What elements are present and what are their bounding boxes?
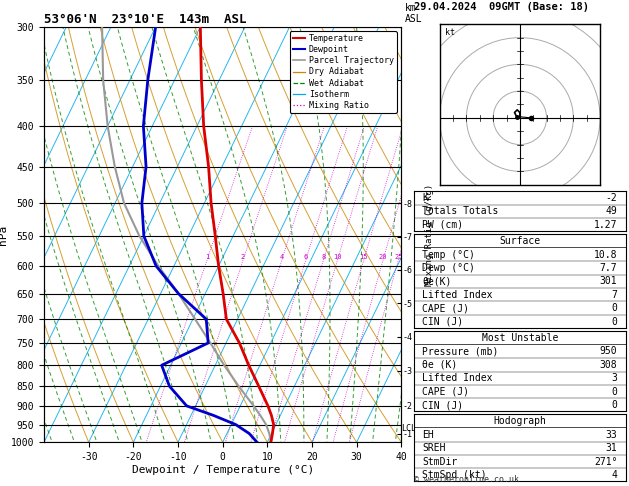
Text: 4: 4 [280, 254, 284, 260]
Text: Mixing Ratio (g/kg): Mixing Ratio (g/kg) [425, 183, 434, 286]
Text: 0: 0 [611, 303, 618, 313]
Y-axis label: hPa: hPa [0, 225, 8, 244]
X-axis label: Dewpoint / Temperature (°C): Dewpoint / Temperature (°C) [131, 465, 314, 475]
Text: θe(K): θe(K) [422, 277, 452, 286]
Legend: Temperature, Dewpoint, Parcel Trajectory, Dry Adiabat, Wet Adiabat, Isotherm, Mi: Temperature, Dewpoint, Parcel Trajectory… [289, 31, 397, 113]
Text: 20: 20 [379, 254, 387, 260]
Text: 1: 1 [205, 254, 209, 260]
Text: 33: 33 [606, 430, 618, 440]
Text: StmSpd (kt): StmSpd (kt) [422, 470, 487, 480]
Text: 10: 10 [333, 254, 342, 260]
Text: 49: 49 [606, 207, 618, 216]
Text: 8: 8 [321, 254, 326, 260]
Text: Most Unstable: Most Unstable [482, 333, 558, 343]
Text: 25: 25 [394, 254, 403, 260]
Text: -2: -2 [606, 193, 618, 203]
Text: K: K [422, 193, 428, 203]
Text: Hodograph: Hodograph [493, 417, 547, 426]
Text: 7.7: 7.7 [599, 263, 618, 273]
Text: © weatheronline.co.uk: © weatheronline.co.uk [414, 474, 519, 484]
Text: CIN (J): CIN (J) [422, 400, 464, 410]
Text: Lifted Index: Lifted Index [422, 290, 493, 300]
Text: 53°06'N  23°10'E  143m  ASL: 53°06'N 23°10'E 143m ASL [44, 13, 247, 26]
Text: CAPE (J): CAPE (J) [422, 303, 469, 313]
Text: 0: 0 [611, 387, 618, 397]
Text: 2: 2 [241, 254, 245, 260]
Text: 0: 0 [611, 316, 618, 327]
Text: 7: 7 [611, 290, 618, 300]
Text: 31: 31 [606, 443, 618, 453]
Text: LCL: LCL [401, 424, 416, 433]
Text: 4: 4 [611, 470, 618, 480]
Text: 3: 3 [611, 373, 618, 383]
Text: StmDir: StmDir [422, 457, 458, 467]
Text: CIN (J): CIN (J) [422, 316, 464, 327]
Text: 6: 6 [304, 254, 308, 260]
Text: SREH: SREH [422, 443, 446, 453]
Text: 15: 15 [360, 254, 368, 260]
Text: EH: EH [422, 430, 434, 440]
Text: km
ASL: km ASL [404, 3, 422, 24]
Text: 950: 950 [599, 347, 618, 356]
Text: Lifted Index: Lifted Index [422, 373, 493, 383]
Text: Temp (°C): Temp (°C) [422, 249, 476, 260]
Text: Pressure (mb): Pressure (mb) [422, 347, 499, 356]
Text: 301: 301 [599, 277, 618, 286]
Text: 1.27: 1.27 [594, 220, 618, 230]
Text: Surface: Surface [499, 236, 540, 246]
Text: θe (K): θe (K) [422, 360, 458, 370]
Text: Dewp (°C): Dewp (°C) [422, 263, 476, 273]
Text: CAPE (J): CAPE (J) [422, 387, 469, 397]
Text: 29.04.2024  09GMT (Base: 18): 29.04.2024 09GMT (Base: 18) [414, 2, 589, 13]
Text: Totals Totals: Totals Totals [422, 207, 499, 216]
Text: 271°: 271° [594, 457, 618, 467]
Text: 0: 0 [611, 400, 618, 410]
Text: 10.8: 10.8 [594, 249, 618, 260]
Text: 308: 308 [599, 360, 618, 370]
Text: kt: kt [445, 28, 455, 37]
Text: PW (cm): PW (cm) [422, 220, 464, 230]
